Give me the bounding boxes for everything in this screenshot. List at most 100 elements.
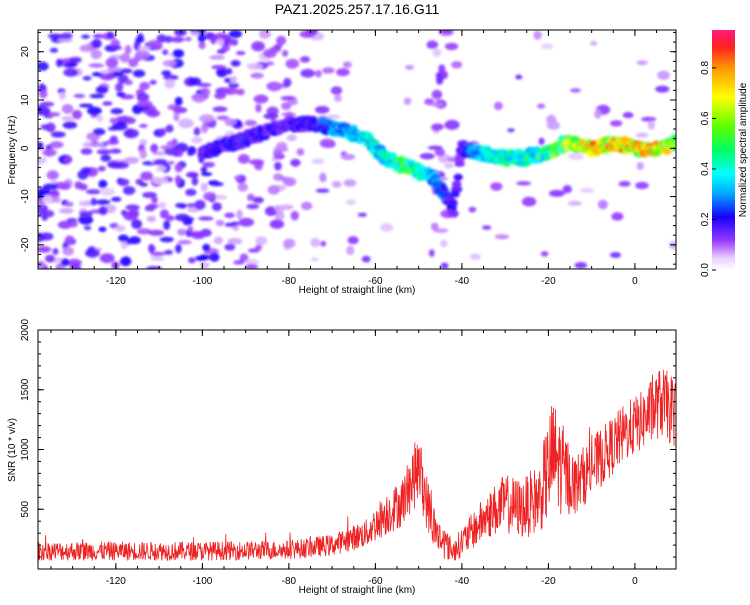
heatmap-cell xyxy=(107,160,121,169)
heatmap-cell xyxy=(138,45,151,51)
heatmap-cell xyxy=(254,244,263,251)
heatmap-cell xyxy=(124,44,132,55)
heatmap-cell xyxy=(152,177,168,185)
heatmap-cell xyxy=(482,225,492,230)
heatmap-cell xyxy=(159,209,169,219)
heatmap-cell xyxy=(200,123,208,134)
heatmap-cell xyxy=(299,56,311,63)
colorbar-tick-label: 0.4 xyxy=(700,162,711,176)
heatmap-cell xyxy=(199,114,215,123)
heatmap-cell xyxy=(281,102,292,110)
heatmap-cell xyxy=(125,204,140,211)
heatmap-cell xyxy=(321,141,336,149)
colorbar: 0.8 0.6 0.4 0.2 0.0 Normalized spectral ampl… xyxy=(700,30,749,277)
heatmap-cell xyxy=(191,136,203,144)
heatmap-cell xyxy=(142,191,157,199)
heatmap-cell xyxy=(177,228,187,236)
heatmap-cell xyxy=(97,165,106,172)
heatmap-cell xyxy=(38,156,47,164)
heatmap-cell xyxy=(164,79,176,89)
heatmap-cell xyxy=(175,203,185,208)
heatmap-cell xyxy=(91,38,102,49)
heatmap-cell xyxy=(49,141,64,149)
heatmap-cell xyxy=(38,200,44,207)
heatmap-cell xyxy=(80,148,93,155)
heatmap-cell xyxy=(52,196,61,203)
heatmap-cell xyxy=(574,262,588,269)
heatmap-cell xyxy=(82,76,92,81)
heatmap-cell xyxy=(102,101,113,106)
heatmap-cell xyxy=(158,201,167,209)
heatmap-cell xyxy=(213,194,228,200)
heatmap-cell xyxy=(174,213,190,222)
heatmap-cell xyxy=(286,134,297,142)
heatmap-cell xyxy=(198,41,206,50)
heatmap-cell xyxy=(342,61,352,68)
snr-ylabel: SNR (10 * v/v) xyxy=(7,418,18,482)
heatmap-cell xyxy=(450,205,457,211)
heatmap-cell xyxy=(662,148,672,155)
heatmap-cell xyxy=(448,209,459,218)
heatmap-cell xyxy=(331,180,342,188)
heatmap-cell xyxy=(162,59,177,67)
heatmap-cell xyxy=(562,185,572,194)
heatmap-cell xyxy=(336,68,350,77)
heatmap-cell xyxy=(259,30,271,39)
heatmap-cell xyxy=(622,112,634,119)
heatmap-cell xyxy=(64,235,75,245)
snr-panel: -120 -100 -80 -60 -40 -20 0 2000 1500 1000 500 Hei… xyxy=(7,318,677,596)
heatmap-cell xyxy=(62,121,78,129)
heatmap-cell xyxy=(236,88,245,96)
heatmap-cell xyxy=(166,140,178,147)
heatmap-cell xyxy=(105,57,119,68)
heatmap-cell xyxy=(40,124,50,130)
heatmap-cell xyxy=(96,149,112,155)
heatmap-cell xyxy=(276,141,288,151)
heatmap-cell xyxy=(567,153,584,160)
heatmap-cell xyxy=(167,160,175,165)
heatmap-cell xyxy=(569,88,581,93)
heatmap-cell xyxy=(187,150,194,157)
heatmap-cell xyxy=(111,45,122,50)
heatmap-cell xyxy=(100,69,110,74)
heatmap-cell xyxy=(233,260,245,265)
heatmap-cell xyxy=(68,57,82,63)
heatmap-cell xyxy=(647,120,655,130)
heatmap-cell xyxy=(449,198,458,207)
snr-axes: -120 -100 -80 -60 -40 -20 0 2000 1500 1000 500 xyxy=(20,318,676,587)
heatmap-cell xyxy=(98,206,108,216)
heatmap-cell xyxy=(83,225,92,231)
heatmap-cell xyxy=(46,170,59,180)
heatmap-cell xyxy=(580,188,594,193)
y-tick-label: 10 xyxy=(20,94,31,106)
heatmap-cell xyxy=(246,203,260,210)
heatmap-cell xyxy=(301,201,313,211)
heatmap-cell xyxy=(69,263,81,269)
colorbar-tick-label: 0.8 xyxy=(700,61,711,75)
heatmap-cell xyxy=(147,39,162,49)
heatmap-cell xyxy=(121,256,131,266)
heatmap-cell xyxy=(200,166,208,173)
heatmap-cell xyxy=(55,181,71,187)
heatmap-cell xyxy=(203,192,217,201)
y-tick-label: 500 xyxy=(20,500,31,517)
heatmap-cell xyxy=(190,31,200,37)
heatmap-cell xyxy=(79,103,94,108)
heatmap-cell xyxy=(120,115,129,121)
heatmap-cell xyxy=(150,251,166,256)
heatmap-cell xyxy=(60,258,70,267)
heatmap-cell xyxy=(434,148,446,157)
heatmap-cell xyxy=(162,49,169,56)
heatmap-cell xyxy=(214,92,226,100)
heatmap-cell xyxy=(109,135,118,144)
x-tick-label: -60 xyxy=(368,576,383,587)
heatmap-cell xyxy=(224,243,236,251)
x-tick-label: -80 xyxy=(282,576,297,587)
heatmap-cell xyxy=(253,94,269,104)
heatmap-cell xyxy=(347,236,359,245)
heatmap-cell xyxy=(432,48,442,57)
heatmap-cell xyxy=(450,192,460,198)
heatmap-cell xyxy=(282,50,289,57)
heatmap-cell xyxy=(224,118,237,127)
heatmap-cell xyxy=(274,205,282,212)
